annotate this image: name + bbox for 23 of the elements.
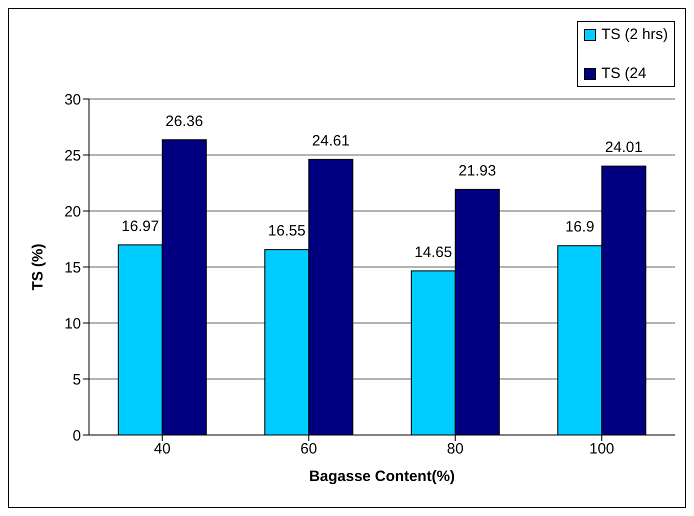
data-label: 14.65	[414, 244, 452, 261]
x-tick-label: 100	[589, 440, 614, 458]
x-tick-label: 80	[446, 440, 464, 458]
y-tick-label: 10	[64, 315, 81, 332]
y-tick-label: 0	[72, 427, 81, 444]
data-label: 16.97	[122, 218, 160, 235]
data-label: 21.93	[458, 162, 496, 180]
y-tick-label: 20	[64, 203, 81, 220]
y-tick-label: 25	[64, 147, 81, 164]
x-axis-title: Bagasse Content(%)	[309, 468, 455, 485]
y-tick-label: 15	[64, 259, 81, 276]
legend-label: TS (2 hrs)	[601, 26, 668, 43]
data-label: 16.55	[268, 222, 306, 240]
x-tick-label: 60	[300, 440, 318, 458]
x-tick-label: 40	[154, 440, 171, 458]
data-label: 26.36	[166, 112, 204, 130]
y-tick-label: 5	[72, 371, 81, 388]
data-label: 24.61	[312, 132, 350, 150]
y-axis-title: TS (%)	[29, 244, 46, 290]
data-label: 16.9	[565, 218, 594, 236]
y-tick-label: 30	[64, 91, 81, 108]
data-label: 24.01	[605, 139, 643, 156]
legend-label: TS (24	[601, 65, 646, 82]
